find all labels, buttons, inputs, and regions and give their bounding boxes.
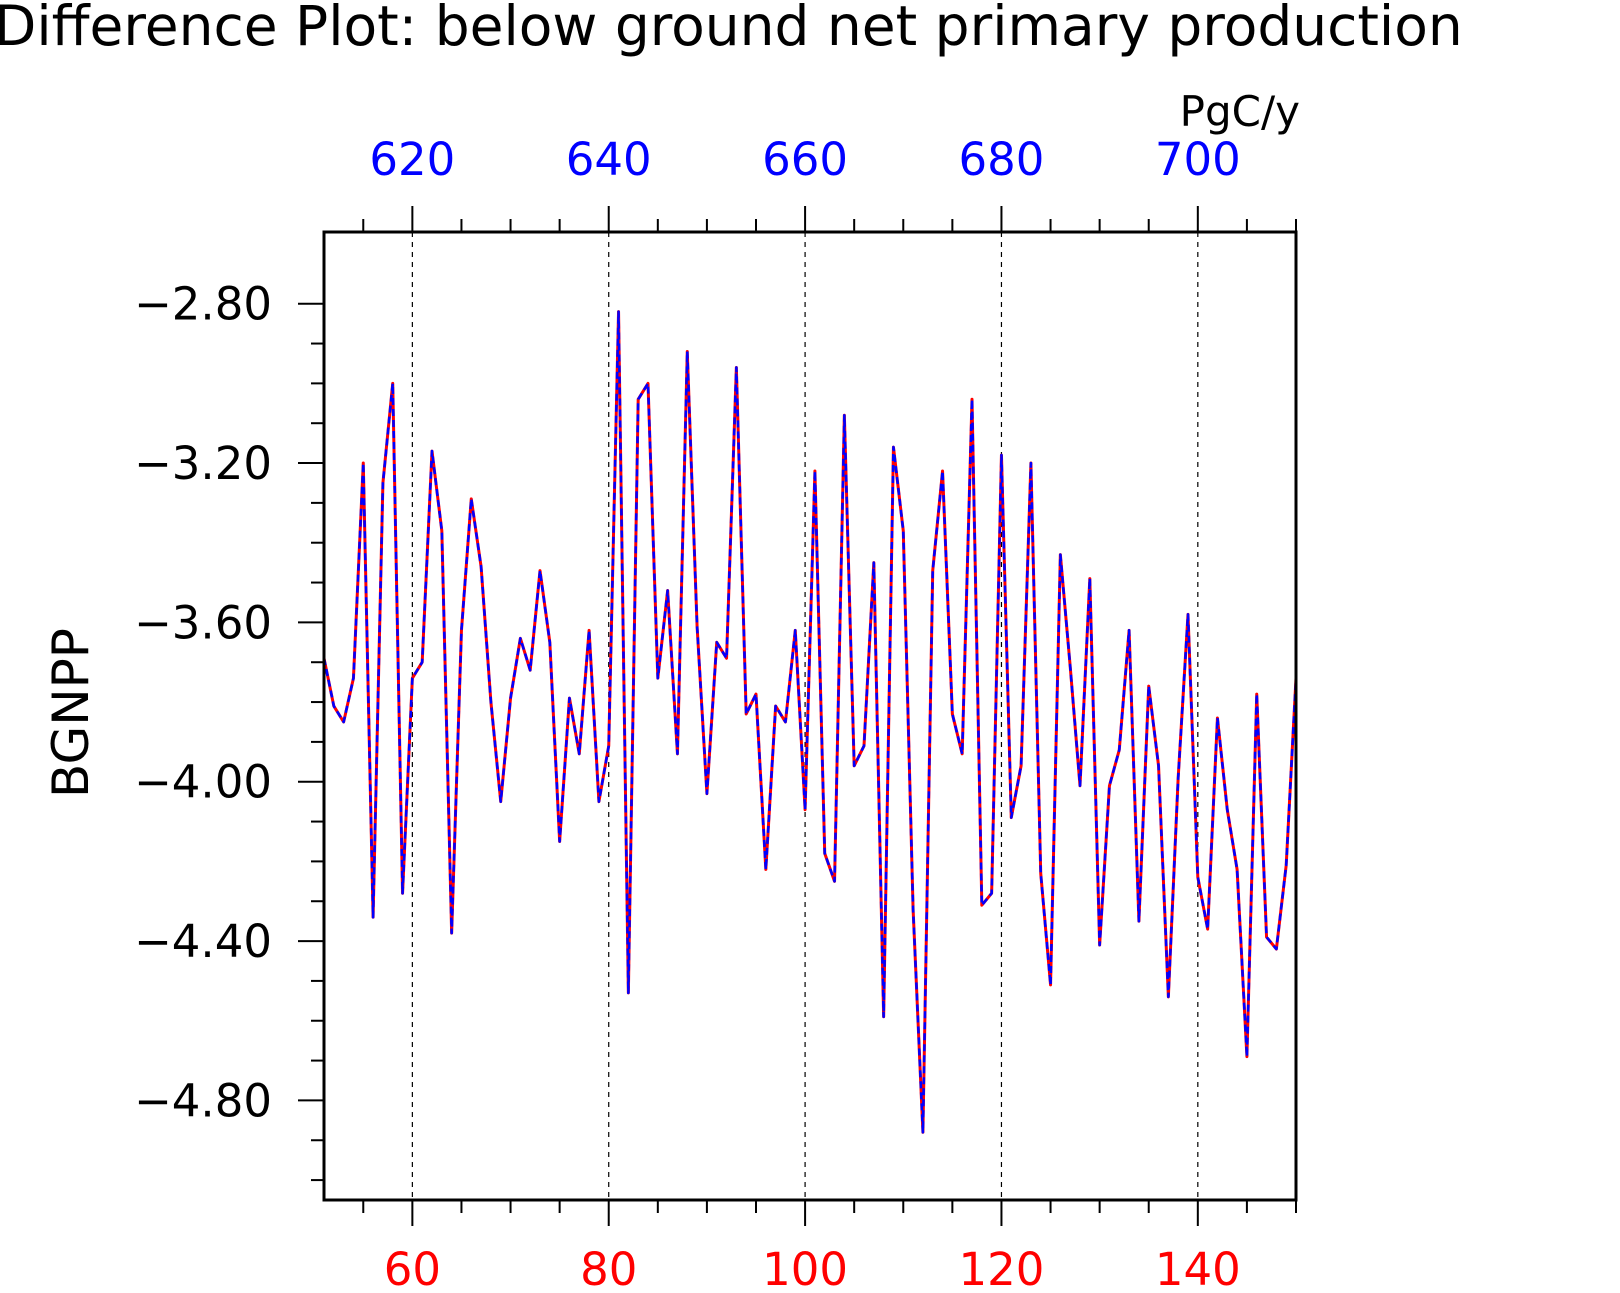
x-tick-label: 80 bbox=[580, 1243, 637, 1293]
top-tick-label: 700 bbox=[1155, 133, 1241, 186]
series-layer bbox=[322, 310, 1298, 1134]
x-tick-label: 60 bbox=[384, 1243, 441, 1293]
series-line-blue bbox=[322, 310, 1298, 1134]
y-tick-label: −3.20 bbox=[134, 437, 272, 490]
y-tick-label: −4.80 bbox=[134, 1074, 272, 1127]
series-line-red bbox=[322, 310, 1298, 1134]
y-tick-label: −4.00 bbox=[134, 756, 272, 809]
top-tick-label: 640 bbox=[566, 133, 652, 186]
axes-layer: 60 80 100 120 140 620 640 660 680 700 −2.80 −3.20 −3… bbox=[134, 133, 1298, 1293]
y-tick-label: −3.60 bbox=[134, 596, 272, 649]
y-axis-label: BGNPP bbox=[42, 628, 100, 798]
x-tick-label: 140 bbox=[1155, 1243, 1241, 1293]
x-tick-label: 100 bbox=[762, 1243, 848, 1293]
units-label: PgC/y bbox=[1180, 87, 1300, 136]
y-tick-label: −4.40 bbox=[134, 915, 272, 968]
y-tick-label: −2.80 bbox=[134, 278, 272, 331]
grid-layer bbox=[411, 232, 1199, 1200]
top-tick-label: 680 bbox=[959, 133, 1045, 186]
top-tick-label: 660 bbox=[762, 133, 848, 186]
plot-frame bbox=[322, 230, 1298, 1202]
chart-title: Difference Plot: below ground net primar… bbox=[0, 0, 1463, 58]
x-tick-label: 120 bbox=[959, 1243, 1045, 1293]
top-tick-label: 620 bbox=[369, 133, 455, 186]
